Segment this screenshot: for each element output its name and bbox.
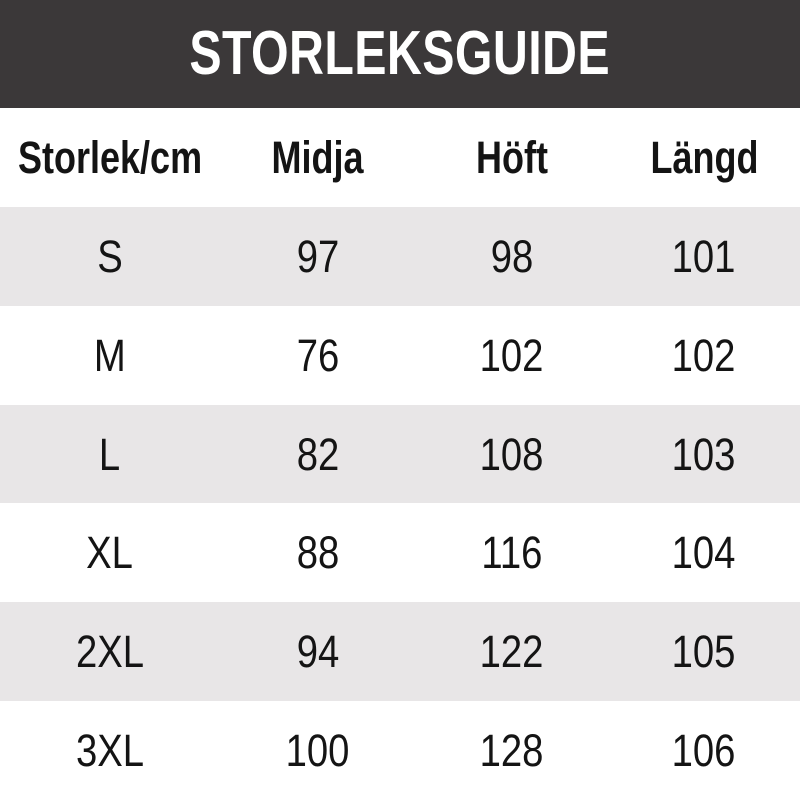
size-cell-label: XL: [0, 503, 220, 602]
size-cell-langd: 105: [608, 602, 800, 701]
size-guide-banner: STORLEKSGUIDE: [0, 0, 800, 108]
hoft-value: 102: [480, 329, 544, 381]
size-cell-hoft: 128: [416, 701, 608, 800]
size-label: L: [99, 428, 121, 480]
size-cell-hoft: 116: [416, 503, 608, 602]
size-cell-langd: 103: [608, 405, 800, 504]
hoft-value: 108: [480, 428, 544, 480]
size-row-2xl: 2XL 94 122 105: [0, 602, 800, 702]
column-header-hoft: Höft: [416, 108, 608, 207]
size-cell-langd: 101: [608, 207, 800, 306]
size-cell-midja: 100: [220, 701, 416, 800]
midja-value: 82: [296, 428, 340, 480]
midja-value: 88: [296, 527, 340, 579]
column-header-langd: Längd: [608, 108, 800, 207]
size-label: M: [94, 329, 126, 381]
column-header-label: Längd: [649, 132, 758, 183]
size-table: Storlek/cm Midja Höft Längd S 97 98 101 …: [0, 108, 800, 800]
size-cell-midja: 82: [220, 405, 416, 504]
langd-value: 102: [672, 329, 736, 381]
size-cell-label: 2XL: [0, 602, 220, 701]
hoft-value: 128: [480, 725, 544, 777]
hoft-value: 122: [480, 626, 544, 678]
size-cell-midja: 88: [220, 503, 416, 602]
size-cell-hoft: 108: [416, 405, 608, 504]
size-cell-midja: 76: [220, 306, 416, 405]
size-row-l: L 82 108 103: [0, 404, 800, 504]
size-cell-midja: 97: [220, 207, 416, 306]
midja-value: 97: [296, 230, 340, 282]
midja-value: 76: [296, 329, 340, 381]
size-row-s: S 97 98 101: [0, 207, 800, 306]
size-cell-hoft: 102: [416, 306, 608, 405]
size-label: S: [97, 230, 123, 282]
size-cell-langd: 104: [608, 503, 800, 602]
size-row-xl: XL 88 116 104: [0, 503, 800, 602]
midja-value: 94: [296, 626, 340, 678]
column-header-label: Midja: [271, 132, 364, 183]
size-cell-label: S: [0, 207, 220, 306]
hoft-value: 98: [490, 230, 534, 282]
size-label: 3XL: [75, 725, 145, 777]
langd-value: 101: [672, 230, 736, 282]
size-row-m: M 76 102 102: [0, 306, 800, 405]
column-header-label: Storlek/cm: [17, 132, 203, 183]
column-header-label: Höft: [476, 132, 548, 183]
langd-value: 106: [672, 725, 736, 777]
midja-value: 100: [286, 725, 350, 777]
size-label: XL: [86, 527, 134, 579]
column-header-storlek: Storlek/cm: [0, 108, 220, 207]
size-cell-label: 3XL: [0, 701, 220, 800]
size-cell-hoft: 98: [416, 207, 608, 306]
table-header-row: Storlek/cm Midja Höft Längd: [0, 108, 800, 207]
langd-value: 103: [672, 428, 736, 480]
size-cell-label: M: [0, 306, 220, 405]
size-guide-title: STORLEKSGUIDE: [189, 19, 611, 88]
langd-value: 105: [672, 626, 736, 678]
size-cell-langd: 106: [608, 701, 800, 800]
size-cell-hoft: 122: [416, 602, 608, 701]
size-row-3xl: 3XL 100 128 106: [0, 701, 800, 800]
size-cell-label: L: [0, 405, 220, 504]
size-cell-langd: 102: [608, 306, 800, 405]
langd-value: 104: [672, 527, 736, 579]
column-header-midja: Midja: [220, 108, 416, 207]
size-label: 2XL: [75, 626, 145, 678]
size-cell-midja: 94: [220, 602, 416, 701]
hoft-value: 116: [481, 527, 543, 579]
